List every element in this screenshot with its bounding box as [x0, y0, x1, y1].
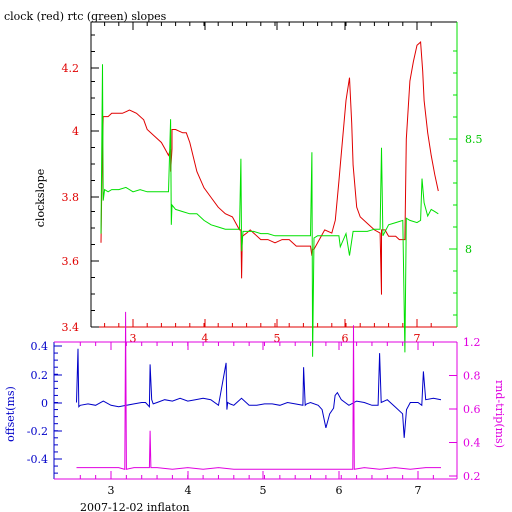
bottom-y2-tick-label: 1.2: [463, 336, 481, 349]
bottom-x-tick-label: 7: [415, 484, 422, 497]
bottom-y2-tick-label: 0.8: [463, 370, 481, 383]
top-chart-title: clock (red) rtc (green) slopes: [4, 10, 167, 23]
top-x-tick-label: 3: [130, 332, 137, 345]
top-y2-tick-label: 8.5: [465, 133, 483, 146]
top-y-tick-label: 4.2: [62, 62, 80, 75]
top-y-tick-label: 3.4: [62, 321, 80, 334]
bottom-x-tick-label: 5: [260, 484, 267, 497]
top-series-clock: [100, 41, 439, 295]
bottom-series-rnd-trip: [76, 311, 441, 470]
top-plot-area: 3.4 3.6 3.8 4 4.2 8 8.5 3 4 5 6 7: [62, 21, 483, 357]
top-x-tick-label: 7: [414, 332, 421, 345]
bottom-y-tick-label: 0.4: [31, 340, 49, 353]
bottom-y2-tick-label: 0.6: [463, 403, 481, 416]
bottom-y-tick-label: 0.2: [31, 369, 49, 382]
bottom-y2-tick-label: 1: [463, 336, 470, 349]
bottom-x-tick-label: 3: [108, 484, 115, 497]
top-y-tick-label: 4: [72, 125, 79, 138]
bottom-x-axis-label: 2007-12-02 inflaton: [80, 501, 190, 512]
top-y-tick-label: 3.8: [62, 191, 80, 204]
bottom-y2-axis-label: rnd-trip(ms): [493, 380, 506, 448]
bottom-series-offset: [76, 348, 442, 438]
bottom-plot-area: -0.4 -0.2 0 0.2 0.4 0.2 0.4 0.6 0.8 11.2 3 4 5 6 7: [27, 311, 481, 497]
top-x-tick-label: 6: [342, 332, 349, 345]
bottom-x-tick-label: 6: [336, 484, 343, 497]
top-x-tick-label: 4: [202, 332, 209, 345]
bottom-y-tick-label: -0.2: [27, 425, 48, 438]
bottom-y2-tick-label: 0.4: [463, 437, 481, 450]
bottom-x-tick-label: 4: [185, 484, 192, 497]
top-y2-tick-label: 8: [465, 243, 472, 256]
top-y-axis-label: clockslope: [34, 169, 47, 227]
top-y-tick-label: 3.6: [62, 255, 80, 268]
top-x-tick-label: 5: [274, 332, 281, 345]
bottom-y2-tick-label: 0.2: [463, 470, 481, 483]
top-series-rtc: [100, 64, 439, 357]
bottom-y-tick-label: -0.4: [27, 453, 48, 466]
bottom-y-tick-label: 0: [41, 397, 48, 410]
bottom-y-axis-label: offset(ms): [4, 386, 17, 442]
